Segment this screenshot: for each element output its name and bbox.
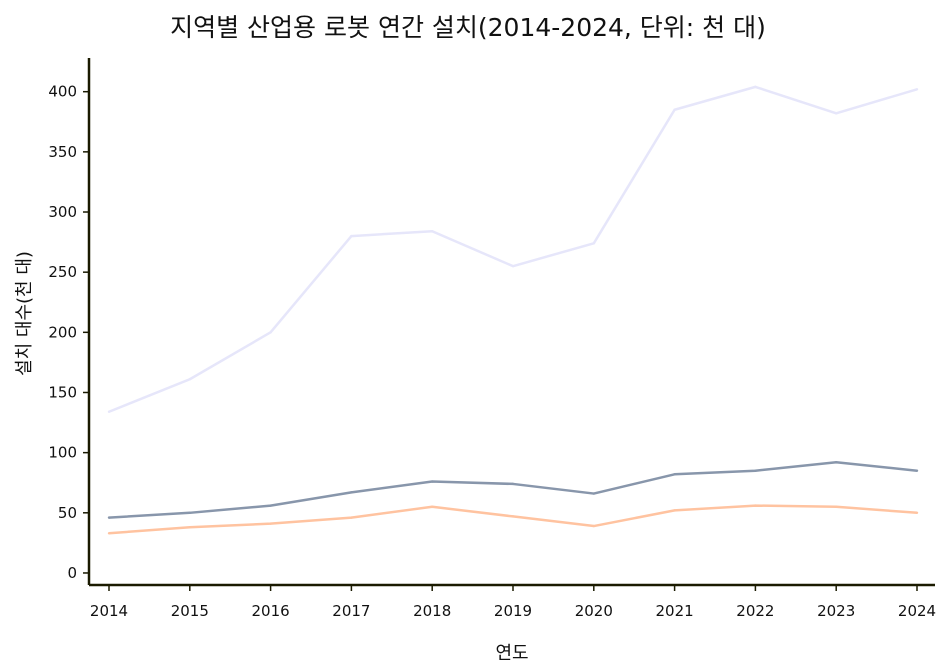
data-point [107, 532, 111, 535]
data-point [915, 511, 919, 515]
y-tick-label: 350 [48, 143, 77, 161]
series-layer [107, 85, 919, 535]
y-tick-label: 300 [48, 203, 77, 221]
x-tick-label: 2018 [413, 602, 451, 620]
data-point [431, 230, 434, 233]
data-point [673, 108, 676, 111]
data-point [107, 516, 111, 519]
x-tick-label: 2014 [90, 602, 128, 620]
data-point [835, 112, 838, 115]
data-point [269, 522, 272, 525]
data-point [673, 509, 676, 512]
y-tick-label: 100 [48, 444, 77, 462]
y-tick-label: 150 [48, 383, 77, 401]
x-tick-label: 2024 [898, 602, 936, 620]
data-point [754, 85, 757, 89]
data-point [350, 516, 353, 519]
data-point [754, 504, 757, 507]
y-tick-label: 50 [58, 504, 77, 522]
data-point [431, 480, 434, 483]
y-tick-label: 200 [48, 323, 77, 341]
data-point [511, 482, 515, 486]
y-tick-label: 250 [48, 263, 77, 281]
series-line-2 [108, 461, 918, 519]
x-tick-label: 2023 [817, 602, 855, 620]
series-line-1 [108, 85, 918, 413]
data-point [673, 473, 676, 476]
data-point [915, 88, 919, 91]
data-point [107, 410, 111, 413]
x-tick-label: 2016 [252, 602, 290, 620]
data-point [511, 515, 515, 518]
x-tick-label: 2021 [656, 602, 694, 620]
data-point [269, 331, 272, 334]
data-point [188, 378, 191, 381]
axes-layer [87, 58, 935, 587]
data-point [592, 242, 595, 245]
ticks-layer: 0 50 100 150 200 250 300 350 400 2014 2015 2016 2017… [48, 83, 936, 620]
data-point [835, 461, 838, 464]
x-tick-label: 2020 [575, 602, 613, 620]
data-point [269, 504, 272, 507]
data-point [835, 505, 838, 508]
data-point [592, 524, 595, 528]
data-point [592, 492, 595, 495]
x-tick-label: 2019 [494, 602, 532, 620]
data-point [754, 469, 757, 472]
x-axis-title: 연도 [495, 643, 528, 664]
data-point [511, 264, 515, 268]
data-point [350, 491, 353, 494]
y-tick-label: 400 [48, 83, 77, 101]
data-point [915, 469, 919, 472]
chart-title: 지역별 산업용 로봇 연간 설치(2014-2024, 단위: 천 대) [170, 13, 766, 42]
data-point [188, 526, 191, 529]
data-point [350, 234, 353, 238]
x-tick-label: 2015 [171, 602, 209, 620]
data-point [188, 511, 191, 515]
x-tick-label: 2017 [332, 602, 370, 620]
x-tick-label: 2022 [736, 602, 774, 620]
y-axis-title: 설치 대수(천 대) [14, 251, 35, 376]
data-point [431, 505, 434, 508]
y-tick-label: 0 [67, 564, 77, 582]
